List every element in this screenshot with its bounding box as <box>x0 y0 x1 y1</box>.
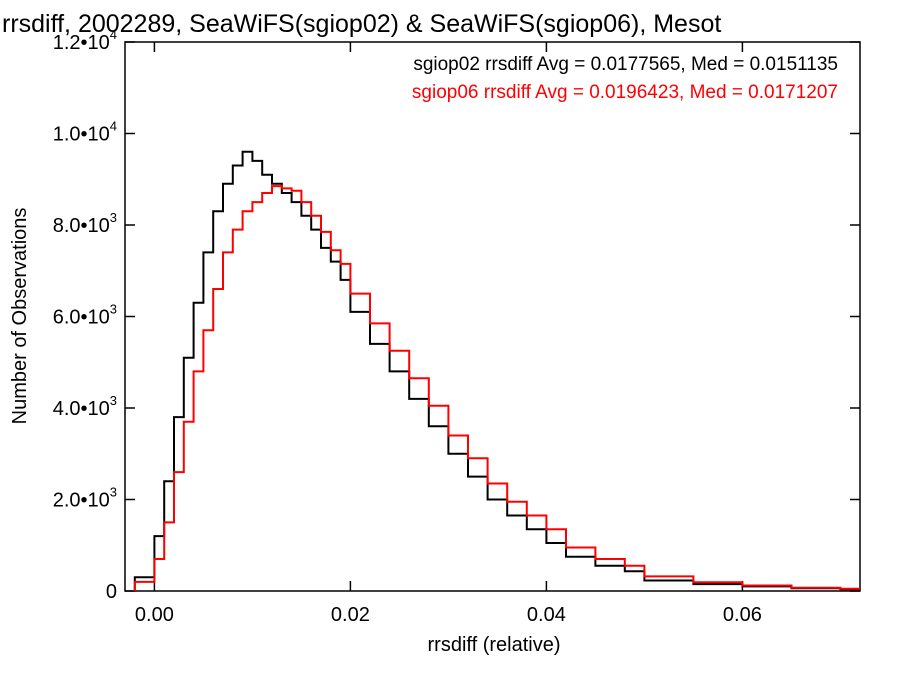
x-tick-label: 0.06 <box>723 604 762 626</box>
x-axis: 0.00 0.02 0.04 0.06 <box>135 42 762 626</box>
y-tick-exponent: 3 <box>110 302 117 317</box>
y-tick-label: 6.0•103 <box>53 302 117 329</box>
x-tick-label: 0.02 <box>331 604 370 626</box>
series-line-1 <box>133 185 860 591</box>
y-tick-label: 4.0•103 <box>53 393 117 420</box>
legend-entry-sgiop06: sgiop06 rrsdiff Avg = 0.0196423, Med = 0… <box>412 82 838 103</box>
y-axis: 0 2.0•103 4.0•103 6.0•103 8.0•103 1.0•104 1.2•… <box>53 27 860 603</box>
y-tick-label: 1.2•104 <box>53 27 117 54</box>
legend-entry-sgiop02: sgiop02 rrsdiff Avg = 0.0177565, Med = 0… <box>413 54 838 75</box>
y-tick-exponent: 3 <box>110 393 117 408</box>
y-tick-exponent: 4 <box>110 27 117 42</box>
y-axis-label: Number of Observations <box>9 208 31 425</box>
plot-frame <box>124 41 861 592</box>
y-tick-exponent: 4 <box>110 119 117 134</box>
x-tick-label: 0.04 <box>527 604 566 626</box>
legend: sgiop02 rrsdiff Avg = 0.0177565, Med = 0… <box>412 54 838 103</box>
y-tick-label: 1.0•104 <box>53 119 117 146</box>
y-tick-label: 8.0•103 <box>53 210 117 237</box>
y-tick-exponent: 3 <box>110 485 117 500</box>
y-tick-exponent: 3 <box>110 210 117 225</box>
x-axis-label: rrsdiff (relative) <box>428 634 561 656</box>
chart-title: rrsdiff, 2002289, SeaWiFS(sgiop02) & Sea… <box>2 10 721 38</box>
y-tick-label: 2.0•103 <box>53 485 117 512</box>
series-group <box>133 150 860 591</box>
y-tick-label: 0 <box>106 581 117 603</box>
x-tick-label: 0.00 <box>135 604 174 626</box>
